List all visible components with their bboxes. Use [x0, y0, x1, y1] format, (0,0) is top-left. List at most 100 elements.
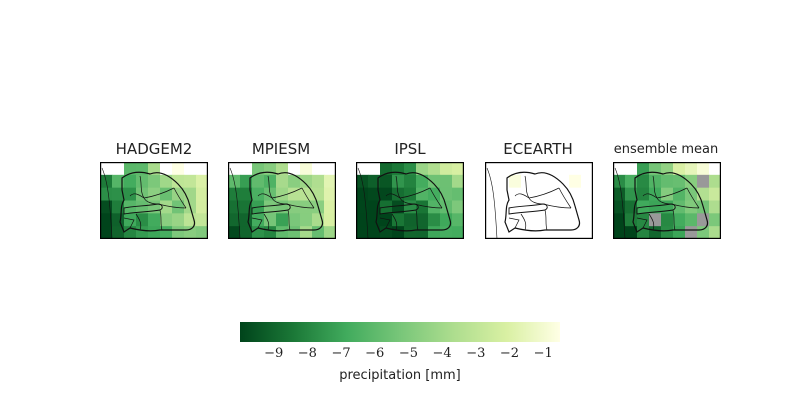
grid-cell [613, 213, 626, 227]
grid-cell [661, 187, 674, 201]
region-border [656, 197, 672, 205]
grid-cell [324, 187, 336, 201]
grid-cell [613, 187, 626, 201]
grid-cell [485, 200, 498, 214]
grid-cell [240, 226, 253, 239]
grid-cell [184, 174, 197, 189]
title-ipsl: IPSL [394, 140, 426, 158]
grid-cell [368, 187, 381, 201]
colorbar [240, 322, 560, 342]
grid-cell [581, 187, 593, 201]
grid-cell [172, 174, 185, 189]
region-border [399, 197, 415, 205]
region-border [129, 193, 145, 199]
grid-cell [312, 162, 325, 176]
grid-cell [148, 226, 161, 239]
grid-cell [312, 174, 325, 189]
grid-cell [288, 200, 301, 214]
grid-cell [300, 174, 313, 189]
grid-cell [428, 174, 441, 189]
grid-cell [356, 200, 369, 214]
grid-cell [392, 213, 405, 227]
grid-cell [685, 200, 698, 214]
region-border [143, 187, 175, 199]
grid-cell [709, 174, 721, 189]
grid-cell [100, 162, 113, 176]
map-mpiesm [228, 162, 336, 239]
grid-cell [545, 174, 558, 189]
grid-cell [172, 187, 185, 201]
grid-cell [148, 174, 161, 189]
grid-cell [709, 187, 721, 201]
grid-cell [160, 226, 173, 239]
grid-cell [509, 213, 522, 227]
grid-cell [416, 213, 429, 227]
grid-cell [497, 213, 510, 227]
grid-cell [276, 213, 289, 227]
grid-cell [452, 200, 464, 214]
gambia-border [123, 203, 163, 215]
grid-cell [100, 187, 113, 201]
grid-cell [368, 213, 381, 227]
grid-cell [497, 162, 510, 176]
grid-cell [100, 226, 113, 239]
region-border [648, 213, 655, 231]
region-border [263, 213, 270, 231]
grid-cell [452, 213, 464, 227]
colorbar-tick-label: −1 [533, 346, 553, 361]
grid-cell [452, 187, 464, 201]
grid-cell [557, 162, 570, 176]
grid-cell [709, 213, 721, 227]
grid-cell [112, 187, 125, 201]
grid-cell [196, 162, 208, 176]
gambia-border [508, 203, 548, 215]
grid-cell [613, 226, 626, 239]
grid-cell [276, 162, 289, 176]
grid-cell [637, 213, 650, 227]
region-border [157, 203, 187, 209]
grid-cell [685, 174, 698, 189]
grid-cell [673, 213, 686, 227]
grid-cell [533, 213, 546, 227]
colorbar-tick-label: −6 [365, 346, 385, 361]
grid-cell [673, 187, 686, 201]
colorbar-tick-label: −2 [499, 346, 520, 361]
grid-cell [324, 174, 336, 189]
grid-cell [557, 187, 570, 201]
region-border [271, 187, 303, 199]
region-border [287, 209, 291, 231]
region-border [558, 187, 572, 209]
grid-cell [288, 226, 301, 239]
colorbar-label: precipitation [mm] [339, 368, 461, 383]
region-border [257, 193, 273, 199]
grid-cell [368, 226, 381, 239]
grid-cell [240, 213, 253, 227]
grid-cell [440, 226, 453, 239]
map-panel-ipsl [356, 162, 464, 239]
grid-cell [100, 213, 113, 227]
region-border [656, 187, 688, 199]
grid-cell [184, 226, 197, 239]
grid-cell [428, 187, 441, 201]
colorbar-tick-label: −4 [432, 346, 452, 361]
grid-cell [613, 162, 626, 176]
grid-cell [240, 174, 253, 189]
grid-cell [581, 213, 593, 227]
grid-cell [416, 200, 429, 214]
coastline [101, 167, 113, 239]
grid-cell [416, 187, 429, 201]
grid-cell [288, 162, 301, 176]
grid-cell [509, 162, 522, 176]
grid-cell [416, 226, 429, 239]
grid-cell [264, 174, 277, 189]
grid-cell [685, 213, 698, 227]
grid-cell [368, 174, 381, 189]
region-border [413, 203, 443, 209]
grid-cell [649, 200, 662, 214]
grid-cell [312, 226, 325, 239]
grid-cell [356, 162, 369, 176]
grid-cell [240, 162, 253, 176]
grid-cell [697, 226, 710, 239]
grid-cell [661, 226, 674, 239]
grid-cell [569, 174, 582, 189]
